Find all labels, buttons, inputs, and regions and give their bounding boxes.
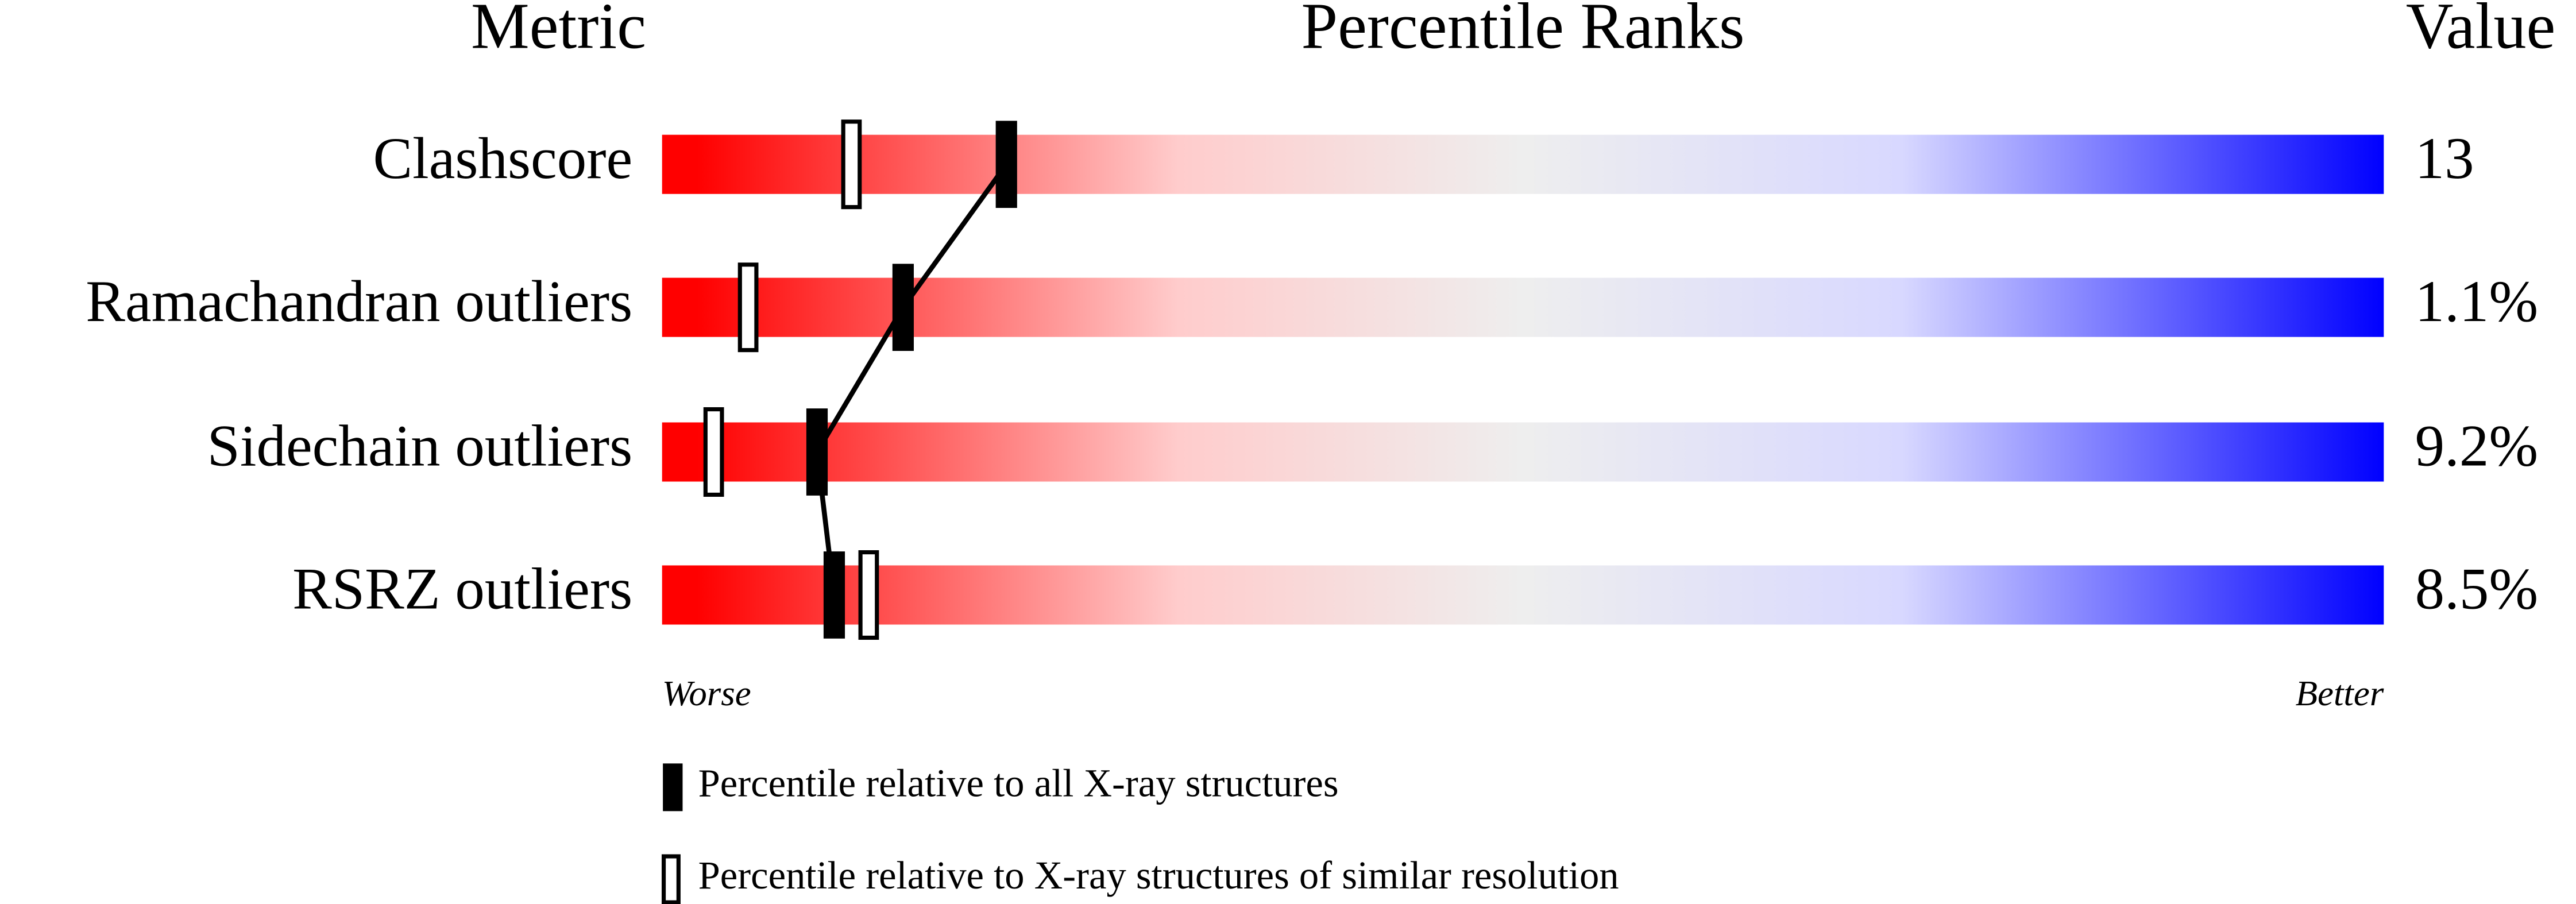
percentile-marker-filled: [823, 551, 845, 639]
metric-value: 9.2%: [2415, 414, 2538, 479]
metric-label: Clashscore: [373, 126, 632, 191]
rank-bar: [662, 277, 2384, 337]
metric-label: Sidechain outliers: [207, 414, 633, 479]
rank-bar: [662, 565, 2384, 625]
metric-value: 8.5%: [2415, 557, 2538, 622]
percentile-marker-filled: [995, 121, 1017, 208]
percentile-marker-open: [737, 262, 759, 353]
better-label: Better: [2296, 673, 2384, 713]
metric-header: Metric: [471, 0, 646, 63]
legend-label: Percentile relative to all X-ray structu…: [698, 762, 1339, 805]
rank-bar: [662, 134, 2384, 194]
metric-label: RSRZ outliers: [292, 557, 632, 622]
metric-label: Ramachandran outliers: [86, 269, 632, 334]
rank-connector: [814, 163, 1009, 596]
percentile-marker-filled: [892, 264, 914, 351]
legend-swatch: [661, 854, 681, 904]
legend-label: Percentile relative to X-ray structures …: [698, 853, 1619, 897]
percentile-marker-open: [703, 407, 724, 497]
value-header: Value: [2406, 0, 2555, 63]
rank-bar: [662, 422, 2384, 482]
percentile-marker-open: [841, 119, 862, 210]
worse-label: Worse: [662, 673, 751, 713]
percentile-marker-filled: [806, 408, 828, 496]
metric-value: 13: [2415, 126, 2474, 191]
legend-swatch: [663, 763, 683, 812]
metric-value: 1.1%: [2415, 269, 2538, 334]
percentile-marker-open: [858, 550, 879, 640]
ranks-header: Percentile Ranks: [1301, 0, 1745, 63]
